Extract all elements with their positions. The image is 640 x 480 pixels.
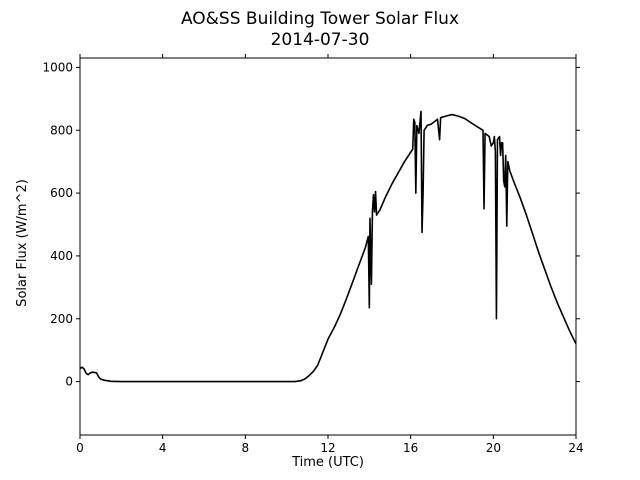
x-tick-label-4: 16 (403, 441, 418, 455)
series-group (79, 110, 577, 383)
plot-frame (79, 57, 577, 436)
y-tick-label-3: 600 (50, 186, 73, 200)
chart-subtitle: 2014-07-30 (271, 30, 370, 50)
y-tick-label-4: 800 (50, 123, 73, 137)
x-axis-label: Time (UTC) (291, 455, 364, 470)
x-tick-label-3: 12 (320, 441, 335, 455)
y-axis-label: Solar Flux (W/m^2) (15, 179, 30, 307)
x-tick-label-0: 0 (76, 441, 84, 455)
chart-title: AO&SS Building Tower Solar Flux (181, 9, 459, 29)
x-tick-label-1: 4 (159, 441, 167, 455)
x-tick-label-6: 24 (568, 441, 583, 455)
y-tick-label-2: 400 (50, 249, 73, 263)
y-tick-label-0: 0 (65, 375, 73, 389)
axis-ticks: 0 4 8 12 16 20 24 0 200 400 600 800 1000 (42, 54, 584, 455)
series-line-0 (79, 110, 577, 383)
x-tick-label-5: 20 (486, 441, 501, 455)
x-tick-label-2: 8 (242, 441, 250, 455)
y-tick-label-1: 200 (50, 312, 73, 326)
y-tick-label-5: 1000 (42, 60, 73, 74)
